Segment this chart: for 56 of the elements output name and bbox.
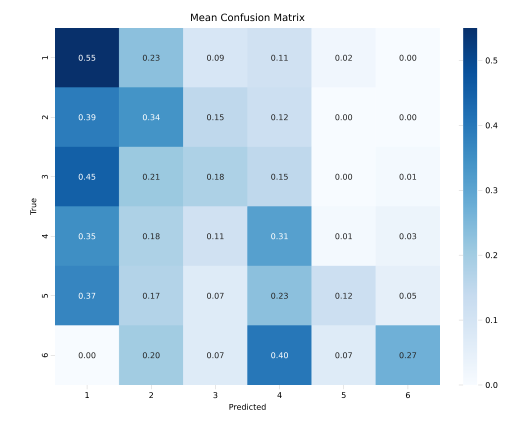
- data-label: 0.12: [271, 114, 288, 120]
- color-bar-label: 0.3: [486, 187, 498, 194]
- y-tick-label: 4: [42, 234, 48, 238]
- color-bar-label: 0.4: [486, 122, 498, 128]
- y-axis-title: True: [30, 198, 36, 216]
- data-label: 0.17: [142, 292, 160, 299]
- data-label: 0.07: [207, 292, 224, 299]
- data-label: 0.18: [142, 233, 160, 240]
- data-label: 0.27: [400, 352, 416, 358]
- x-tick-label: 1: [85, 392, 89, 398]
- data-label: 0.15: [207, 114, 224, 120]
- data-label: 0.11: [271, 54, 288, 61]
- data-label: 0.07: [207, 352, 224, 358]
- data-label: 0.11: [207, 233, 224, 240]
- x-tick-label: 5: [342, 392, 346, 398]
- color-bar-label: 0.2: [486, 252, 498, 258]
- color-bar-label: 0.1: [486, 317, 498, 324]
- data-label: 0.00: [400, 54, 416, 61]
- data-label: 0.23: [271, 292, 288, 299]
- x-tick-label: 6: [406, 392, 410, 398]
- data-label: 0.40: [271, 352, 288, 358]
- y-tick-label: 2: [42, 116, 48, 120]
- color-bar-label: 0.5: [486, 57, 498, 64]
- data-label: 0.20: [142, 352, 160, 358]
- data-label: 0.01: [400, 174, 416, 180]
- data-label: 0.00: [335, 174, 352, 180]
- x-axis-title: Predicted: [230, 404, 266, 410]
- data-label: 0.15: [271, 174, 288, 180]
- chart-title: Mean Confusion Matrix: [191, 13, 305, 22]
- data-label: 0.34: [142, 114, 160, 120]
- x-tick-label: 2: [149, 392, 153, 398]
- data-label: 0.03: [400, 233, 416, 240]
- data-label: 0.31: [271, 233, 288, 240]
- data-label: 0.12: [335, 292, 352, 299]
- data-label: 0.00: [335, 114, 352, 120]
- y-tick-label: 1: [42, 56, 48, 60]
- x-tick-label: 4: [277, 392, 282, 398]
- data-label: 0.35: [78, 233, 96, 240]
- data-label: 0.07: [335, 352, 352, 358]
- color-bar-label: 0.0: [486, 382, 498, 388]
- y-tick-label: 5: [42, 294, 48, 298]
- data-label: 0.55: [78, 54, 96, 61]
- data-label: 0.21: [142, 174, 160, 180]
- data-label: 0.39: [78, 114, 96, 120]
- x-tick-label: 3: [213, 392, 218, 398]
- data-label: 0.18: [207, 174, 224, 180]
- data-label: 0.45: [78, 174, 96, 180]
- y-tick-label: 6: [42, 353, 48, 358]
- data-label: 0.09: [207, 54, 224, 61]
- data-label: 0.02: [335, 54, 352, 61]
- data-label: 0.23: [142, 54, 160, 61]
- data-label: 0.00: [400, 114, 416, 120]
- data-label: 0.01: [335, 233, 352, 240]
- y-tick-label: 3: [42, 174, 48, 179]
- data-label: 0.05: [400, 292, 416, 299]
- data-label: 0.37: [78, 292, 96, 299]
